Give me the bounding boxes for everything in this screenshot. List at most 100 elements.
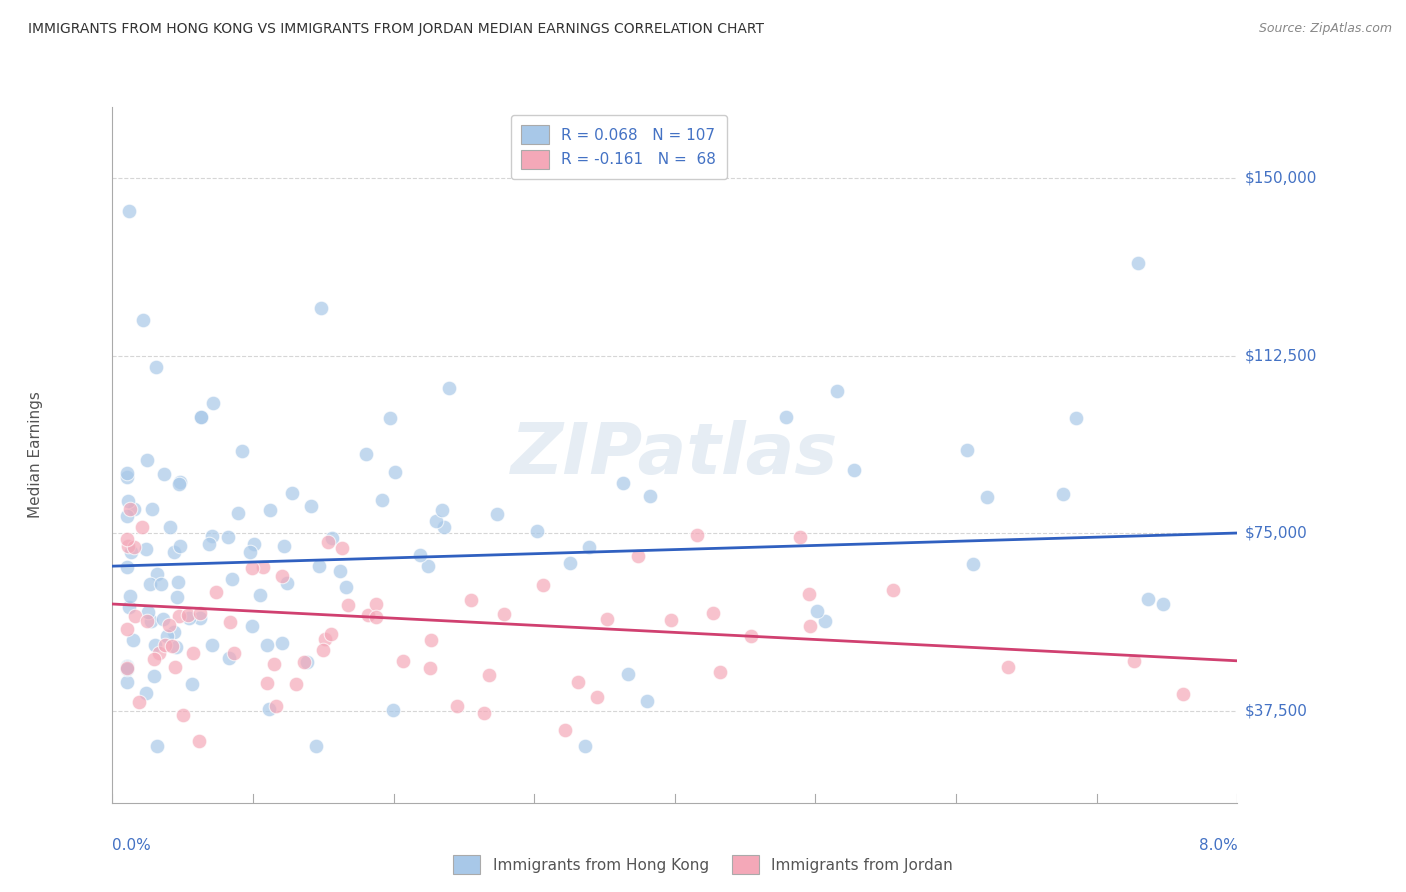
Point (432, 520, 454, 534)
Point (844, 463, 866, 477)
Point (249, 588, 271, 602)
Text: $150,000: $150,000 (1244, 170, 1316, 186)
Point (120, 589, 142, 603)
Point (997, 660, 1019, 674)
Point (1052, 487, 1074, 501)
Point (222, 646, 245, 660)
Point (143, 669, 166, 683)
Point (231, 444, 253, 458)
Text: Median Earnings: Median Earnings (28, 392, 42, 518)
Point (117, 539, 139, 553)
Point (554, 723, 576, 738)
Point (492, 607, 515, 622)
Point (148, 646, 170, 660)
Point (153, 467, 176, 481)
Point (418, 559, 440, 574)
Point (280, 486, 302, 500)
Point (354, 448, 377, 462)
Point (259, 503, 281, 517)
Point (264, 699, 287, 714)
Point (217, 530, 239, 544)
Point (201, 395, 224, 409)
Point (299, 499, 322, 513)
Point (531, 577, 554, 591)
Point (309, 301, 332, 315)
Point (271, 636, 294, 650)
Point (115, 675, 138, 690)
Point (321, 627, 343, 641)
Point (172, 707, 194, 722)
Point (141, 502, 163, 516)
Point (138, 576, 160, 591)
Point (115, 466, 138, 480)
Point (962, 558, 984, 572)
Point (156, 629, 179, 643)
Point (586, 690, 609, 704)
Point (145, 360, 167, 375)
Point (329, 564, 352, 578)
Point (190, 409, 212, 424)
Point (242, 537, 264, 551)
Legend: R = 0.068   N = 107, R = -0.161   N =  68: R = 0.068 N = 107, R = -0.161 N = 68 (510, 115, 727, 179)
Point (138, 606, 160, 620)
Point (420, 633, 443, 648)
Text: Source: ZipAtlas.com: Source: ZipAtlas.com (1258, 22, 1392, 36)
Point (122, 501, 145, 516)
Point (198, 537, 221, 551)
Point (152, 612, 174, 626)
Point (392, 654, 415, 668)
Point (150, 577, 173, 591)
Point (122, 633, 145, 648)
Point (204, 584, 226, 599)
Point (702, 607, 724, 621)
Point (578, 541, 600, 555)
Point (115, 622, 138, 636)
Point (177, 607, 200, 622)
Point (1122, 654, 1144, 668)
Point (806, 604, 828, 618)
Point (167, 476, 190, 491)
Point (799, 619, 821, 633)
Point (1152, 597, 1174, 611)
Point (567, 675, 589, 690)
Point (956, 442, 979, 457)
Point (165, 640, 187, 655)
Point (627, 549, 650, 563)
Point (472, 706, 495, 720)
Point (316, 535, 339, 549)
Point (240, 619, 263, 633)
Point (190, 410, 212, 425)
Point (226, 506, 249, 520)
Point (478, 668, 501, 682)
Point (308, 559, 330, 574)
Point (371, 493, 394, 508)
Point (115, 508, 138, 523)
Point (612, 476, 634, 491)
Point (169, 475, 191, 489)
Point (797, 587, 820, 601)
Point (263, 657, 285, 671)
Point (378, 411, 401, 425)
Point (295, 655, 318, 669)
Point (273, 539, 295, 553)
Point (120, 545, 142, 559)
Point (157, 618, 180, 632)
Point (659, 613, 682, 627)
Point (188, 734, 211, 748)
Point (169, 539, 191, 553)
Point (686, 528, 709, 542)
Text: 8.0%: 8.0% (1198, 838, 1237, 854)
Point (160, 639, 183, 653)
Text: $112,500: $112,500 (1244, 348, 1316, 363)
Point (276, 575, 298, 590)
Point (460, 592, 482, 607)
Point (118, 502, 141, 516)
Point (1173, 687, 1195, 701)
Point (285, 677, 308, 691)
Point (789, 530, 811, 544)
Point (132, 313, 155, 327)
Point (181, 646, 204, 660)
Point (143, 651, 166, 665)
Point (425, 514, 447, 528)
Point (256, 675, 278, 690)
